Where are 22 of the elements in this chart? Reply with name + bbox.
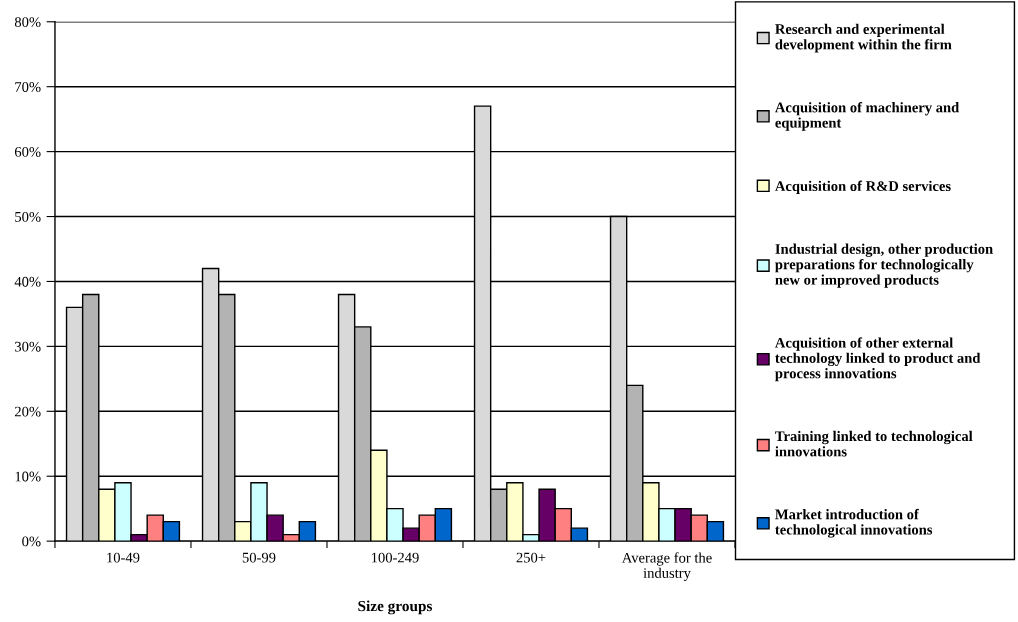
y-tick-label: 20% <box>14 406 41 417</box>
y-tick-label: 10% <box>15 471 41 482</box>
legend-label: Industrial design, other production preparations for technologically new or improved products <box>775 243 993 288</box>
x-axis-title: Size groups <box>358 600 433 615</box>
legend-label: Market introduction of technological innovations <box>775 508 933 538</box>
y-tick-label: 60% <box>14 146 41 157</box>
legend-label: Research and experimental development within the firm <box>775 23 952 53</box>
legend-label: Training linked to technological innovations <box>775 430 973 457</box>
x-tick-label: 100-249 <box>371 552 419 563</box>
legend-label: Acquisition of R&D services <box>775 180 951 194</box>
y-tick-label: 80% <box>14 17 41 28</box>
y-tick-label: 40% <box>14 276 41 287</box>
legend-label: Acquisition of machinery and equipment <box>775 101 960 131</box>
y-tick-label: 70% <box>15 82 41 92</box>
y-tick-label: 30% <box>15 341 41 352</box>
x-tick-label: Average for the industry <box>621 552 712 581</box>
legend-label: Acquisition of other external technology linked to product and process innovations <box>775 337 981 382</box>
x-tick-label: 10-49 <box>107 552 140 563</box>
x-tick-label: 50-99 <box>242 552 276 563</box>
y-tick-label: 0% <box>22 536 41 547</box>
x-tick-label: 250+ <box>516 552 546 563</box>
y-tick-label: 50% <box>15 211 41 222</box>
